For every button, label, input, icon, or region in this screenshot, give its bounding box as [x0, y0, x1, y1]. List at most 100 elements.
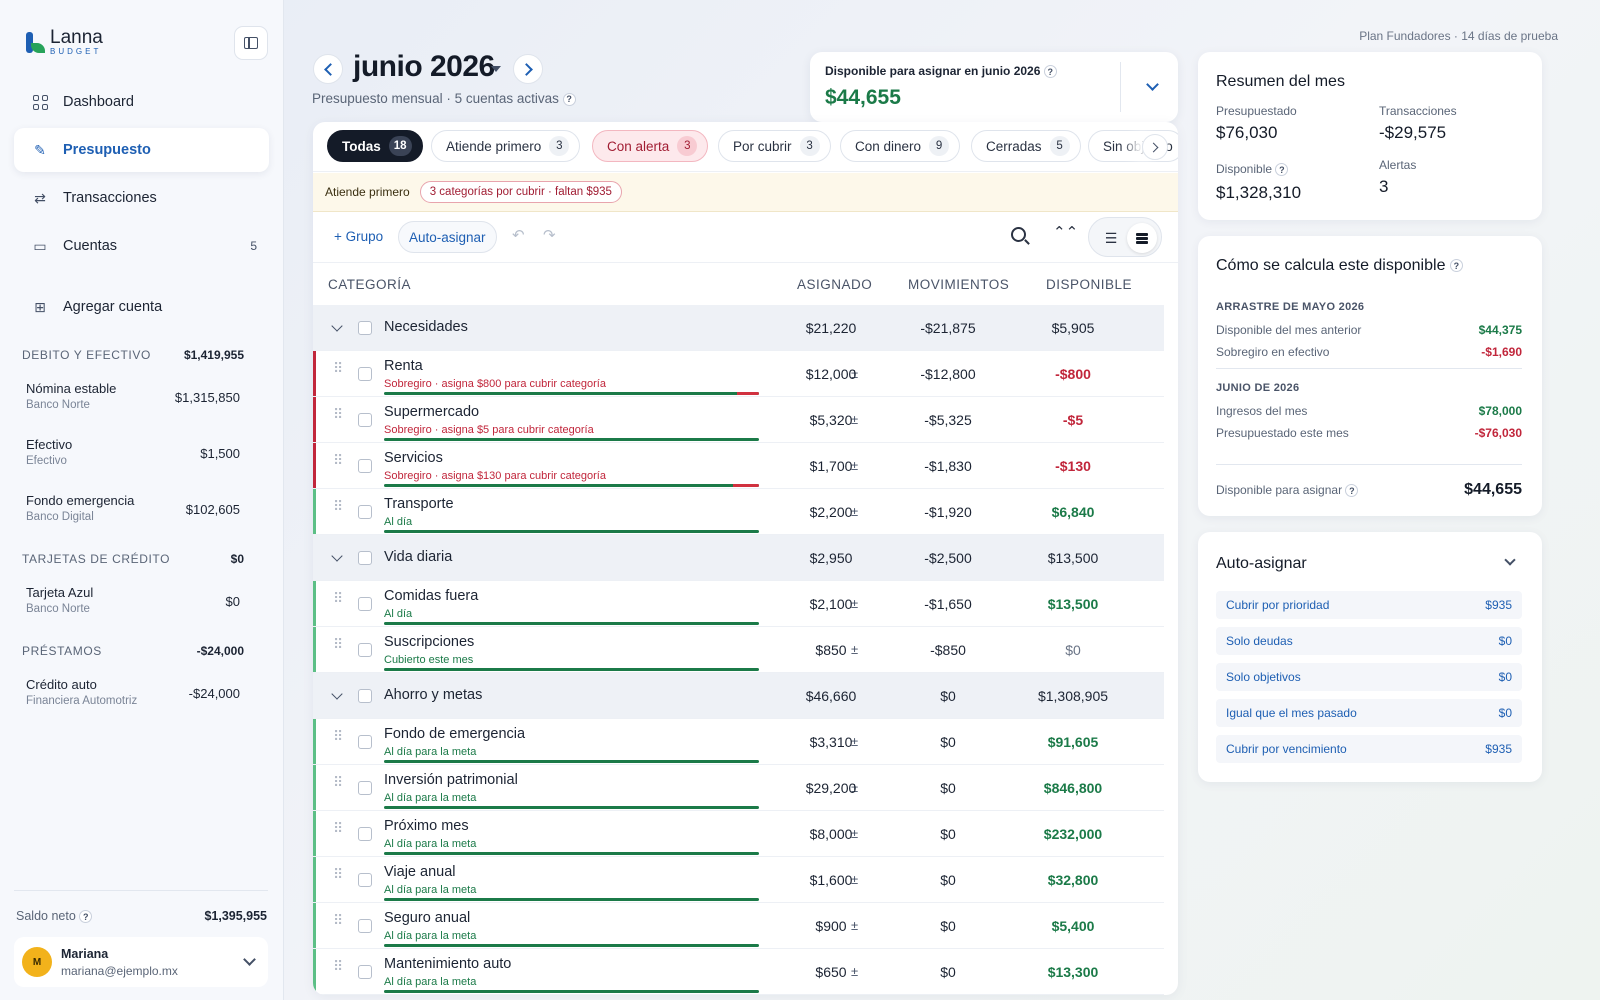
chip-cerradas[interactable]: Cerradas 5: [971, 130, 1081, 162]
chevron-down-icon[interactable]: [331, 550, 343, 562]
drag-handle-icon[interactable]: ⠿: [333, 866, 343, 882]
assigned-value[interactable]: $8,000: [809, 826, 853, 842]
help-icon[interactable]: ?: [562, 92, 576, 106]
group-row[interactable]: Ahorro y metas $46,660 $0 $1,308,905: [313, 673, 1164, 719]
account-item[interactable]: Crédito auto Financiera Automotriz -$24,00…: [26, 677, 240, 707]
category-row[interactable]: ⠿ Fondo de emergencia Al día para la meta ±…: [313, 719, 1164, 765]
category-row[interactable]: ⠿ Viaje anual Al día para la meta ± $1,600 $0…: [313, 857, 1164, 903]
assigned-value[interactable]: $1,600: [809, 872, 853, 888]
col-movements[interactable]: MOVIMIENTOS: [908, 277, 1010, 292]
col-available[interactable]: DISPONIBLE: [1046, 277, 1133, 292]
category-name[interactable]: Supermercado: [384, 404, 480, 420]
category-row[interactable]: ⠿ Transporte Al día ± $2,200 -$1,920 $6,840: [313, 489, 1164, 535]
row-checkbox[interactable]: [358, 367, 372, 381]
account-item[interactable]: Fondo emergencia Banco Digital $102,605: [26, 493, 240, 523]
assigned-value[interactable]: $2,100: [809, 596, 853, 612]
chip-con-dinero[interactable]: Con dinero 9: [840, 130, 961, 162]
caret-down-icon[interactable]: [491, 66, 501, 72]
drag-handle-icon[interactable]: ⠿: [333, 958, 343, 974]
row-checkbox[interactable]: [358, 873, 372, 887]
banner-pill[interactable]: 3 categorías por cubrir · faltan $935: [419, 181, 622, 203]
user-menu[interactable]: M Mariana mariana@ejemplo.mx: [14, 937, 268, 987]
chip-todas[interactable]: Todas 18: [327, 130, 423, 162]
group-row[interactable]: Necesidades $21,220 -$21,875 $5,905: [313, 305, 1164, 351]
plus-minus-icon[interactable]: ±: [851, 366, 859, 381]
row-checkbox[interactable]: [358, 551, 372, 565]
collapse-sidebar-button[interactable]: [234, 26, 268, 60]
category-name[interactable]: Mantenimiento auto: [384, 956, 512, 972]
category-row[interactable]: ⠿ Seguro anual Al día para la meta ± $900 $0 $…: [313, 903, 1164, 949]
chip-por-cubrir[interactable]: Por cubrir 3: [718, 130, 831, 162]
drag-handle-icon[interactable]: ⠿: [333, 912, 343, 928]
redo-icon[interactable]: ↷: [543, 227, 556, 244]
row-checkbox[interactable]: [358, 919, 372, 933]
undo-icon[interactable]: ↶: [512, 227, 525, 244]
category-row[interactable]: ⠿ Próximo mes Al día para la meta ± $8,000 $0…: [313, 811, 1164, 857]
plus-minus-icon[interactable]: ±: [851, 872, 859, 887]
collapse-all-icon[interactable]: ⌃⌃: [1053, 224, 1079, 241]
account-item[interactable]: Nómina estable Banco Norte $1,315,850: [26, 381, 240, 411]
add-group-button[interactable]: + Grupo: [334, 229, 384, 244]
row-checkbox[interactable]: [358, 643, 372, 657]
assigned-value[interactable]: $850: [815, 642, 847, 658]
chip-atiende-primero[interactable]: Atiende primero 3: [431, 130, 581, 162]
category-name[interactable]: Necesidades: [384, 319, 468, 335]
assigned-value[interactable]: $1,700: [809, 458, 853, 474]
category-row[interactable]: ⠿ Supermercado Sobregiro · asigna $5 para …: [313, 397, 1164, 443]
plus-minus-icon[interactable]: ±: [851, 734, 859, 749]
nav-presupuesto[interactable]: ✎ Presupuesto: [14, 128, 269, 172]
category-row[interactable]: ⠿ Inversión patrimonial Al día para la met…: [313, 765, 1164, 811]
category-row[interactable]: ⠿ Suscripciones Cubierto este mes ± $850 -$85…: [313, 627, 1164, 673]
auto-assign-option[interactable]: Igual que el mes pasado $0: [1216, 699, 1522, 727]
assigned-value[interactable]: $2,200: [809, 504, 853, 520]
row-checkbox[interactable]: [358, 505, 372, 519]
next-month-button[interactable]: [513, 54, 543, 84]
row-checkbox[interactable]: [358, 965, 372, 979]
category-name[interactable]: Seguro anual: [384, 910, 471, 926]
category-name[interactable]: Próximo mes: [384, 818, 469, 834]
col-category[interactable]: CATEGORÍA: [328, 277, 412, 292]
help-icon[interactable]: ?: [1345, 484, 1359, 498]
assigned-value[interactable]: $29,200: [805, 780, 857, 796]
plus-minus-icon[interactable]: ±: [851, 826, 859, 841]
drag-handle-icon[interactable]: ⠿: [333, 590, 343, 606]
auto-assign-option[interactable]: Solo deudas $0: [1216, 627, 1522, 655]
help-icon[interactable]: ?: [1043, 65, 1057, 79]
row-checkbox[interactable]: [358, 413, 372, 427]
nav-dashboard[interactable]: Dashboard: [14, 80, 269, 124]
nav-transacciones[interactable]: ⇄ Transacciones: [14, 176, 269, 220]
drag-handle-icon[interactable]: ⠿: [333, 728, 343, 744]
help-icon[interactable]: ?: [79, 910, 93, 924]
account-item[interactable]: Tarjeta Azul Banco Norte $0: [26, 585, 240, 615]
category-name[interactable]: Ahorro y metas: [384, 687, 483, 703]
category-name[interactable]: Servicios: [384, 450, 443, 466]
logo[interactable]: Lanna BUDGET: [26, 28, 103, 56]
category-name[interactable]: Viaje anual: [384, 864, 456, 880]
help-icon[interactable]: ?: [1275, 163, 1289, 177]
auto-assign-option[interactable]: Solo objetivos $0: [1216, 663, 1522, 691]
compact-view-icon[interactable]: [1127, 223, 1157, 253]
plus-minus-icon[interactable]: ±: [851, 918, 859, 933]
category-row[interactable]: ⠿ Servicios Sobregiro · asigna $130 para c…: [313, 443, 1164, 489]
row-checkbox[interactable]: [358, 597, 372, 611]
category-name[interactable]: Fondo de emergencia: [384, 726, 526, 742]
plus-minus-icon[interactable]: ±: [851, 458, 859, 473]
row-checkbox[interactable]: [358, 459, 372, 473]
chip-con-alerta[interactable]: Con alerta 3: [592, 130, 709, 162]
account-item[interactable]: Efectivo Efectivo $1,500: [26, 437, 240, 467]
row-checkbox[interactable]: [358, 781, 372, 795]
drag-handle-icon[interactable]: ⠿: [333, 774, 343, 790]
chevron-down-icon[interactable]: [331, 320, 343, 332]
drag-handle-icon[interactable]: ⠿: [333, 406, 343, 422]
add-account-button[interactable]: ⊞ Agregar cuenta: [14, 285, 269, 329]
row-checkbox[interactable]: [358, 735, 372, 749]
prev-month-button[interactable]: [313, 54, 343, 84]
chevron-down-icon[interactable]: [331, 688, 343, 700]
category-name[interactable]: Transporte: [384, 496, 454, 512]
assigned-value[interactable]: $12,000: [805, 366, 857, 382]
auto-assign-button[interactable]: Auto-asignar: [398, 221, 497, 253]
plus-minus-icon[interactable]: ±: [851, 964, 859, 979]
help-icon[interactable]: ?: [1449, 259, 1463, 273]
plus-minus-icon[interactable]: ±: [851, 504, 859, 519]
drag-handle-icon[interactable]: ⠿: [333, 452, 343, 468]
